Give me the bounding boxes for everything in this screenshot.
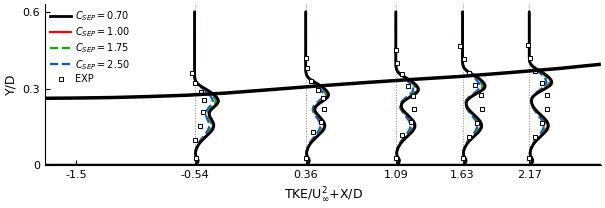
X-axis label: TKE/U$_{\infty}^{2}$+X/D: TKE/U$_{\infty}^{2}$+X/D — [284, 186, 362, 204]
Legend: $C_{SEP}=0.70$, $C_{SEP}=1.00$, $C_{SEP}=1.75$, $C_{SEP}=2.50$, EXP: $C_{SEP}=0.70$, $C_{SEP}=1.00$, $C_{SEP}… — [48, 7, 132, 86]
Y-axis label: Y/D: Y/D — [4, 74, 17, 95]
